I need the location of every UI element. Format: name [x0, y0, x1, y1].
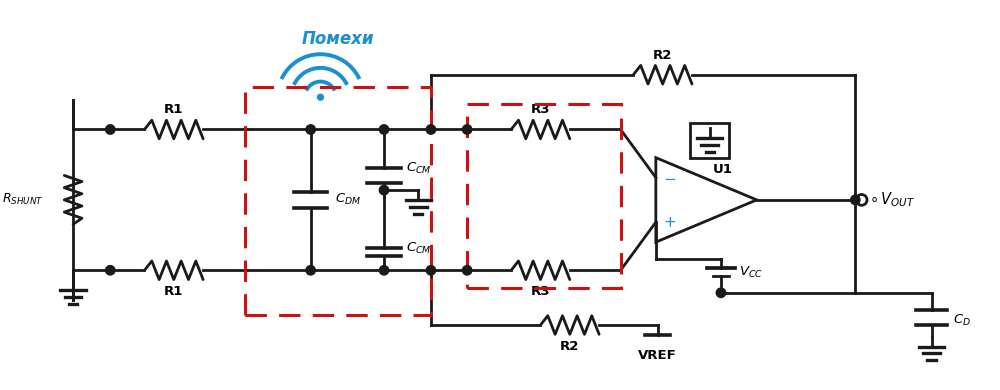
Text: R2: R2 — [653, 49, 672, 62]
Text: $C_{CM}$: $C_{CM}$ — [406, 241, 431, 256]
Text: $-$: $-$ — [663, 170, 676, 185]
Text: $C_{CM}$: $C_{CM}$ — [406, 161, 431, 176]
Text: R1: R1 — [164, 285, 183, 298]
Circle shape — [318, 94, 323, 100]
Bar — [467, 104, 621, 288]
Text: $V_{CC}$: $V_{CC}$ — [739, 265, 763, 280]
Circle shape — [379, 125, 389, 134]
Text: Помехи: Помехи — [302, 30, 374, 48]
Text: $\circ\,V_{OUT}$: $\circ\,V_{OUT}$ — [869, 191, 915, 209]
Text: R1: R1 — [164, 103, 183, 117]
Circle shape — [306, 125, 315, 134]
Text: VREF: VREF — [638, 349, 677, 362]
Circle shape — [426, 125, 436, 134]
Circle shape — [426, 266, 436, 275]
Text: $+$: $+$ — [663, 215, 676, 230]
Circle shape — [851, 195, 860, 205]
Text: U1: U1 — [712, 163, 732, 176]
Circle shape — [462, 266, 472, 275]
Circle shape — [306, 266, 315, 275]
Circle shape — [379, 185, 389, 195]
Circle shape — [106, 266, 115, 275]
Circle shape — [716, 288, 726, 298]
Text: $C_D$: $C_D$ — [953, 313, 971, 328]
Text: $R_{SHUNT}$: $R_{SHUNT}$ — [2, 192, 44, 207]
Text: R3: R3 — [531, 103, 550, 117]
Text: R2: R2 — [560, 340, 579, 353]
Bar — [245, 87, 431, 315]
Bar — [690, 123, 729, 158]
Circle shape — [462, 125, 472, 134]
Circle shape — [106, 125, 115, 134]
Circle shape — [379, 266, 389, 275]
Text: $C_{DM}$: $C_{DM}$ — [335, 192, 361, 207]
Text: R3: R3 — [531, 285, 550, 298]
